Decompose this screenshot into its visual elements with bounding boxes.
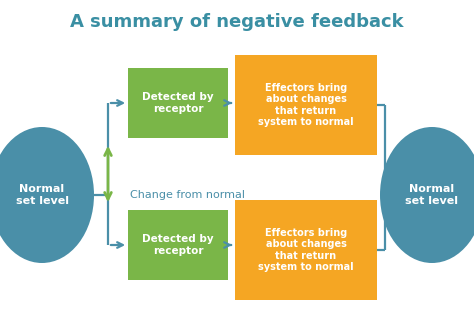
Ellipse shape	[380, 127, 474, 263]
Text: Change from normal: Change from normal	[130, 190, 245, 200]
Ellipse shape	[0, 127, 94, 263]
Text: Normal
set level: Normal set level	[16, 184, 69, 206]
Text: Normal
set level: Normal set level	[405, 184, 458, 206]
FancyBboxPatch shape	[235, 200, 377, 300]
FancyBboxPatch shape	[128, 68, 228, 138]
Text: Effectors bring
about changes
that return
system to normal: Effectors bring about changes that retur…	[258, 228, 354, 272]
Text: Detected by
receptor: Detected by receptor	[142, 92, 214, 114]
Text: Detected by
receptor: Detected by receptor	[142, 234, 214, 256]
FancyBboxPatch shape	[235, 55, 377, 155]
FancyBboxPatch shape	[128, 210, 228, 280]
Text: A summary of negative feedback: A summary of negative feedback	[70, 13, 404, 31]
Text: Effectors bring
about changes
that return
system to normal: Effectors bring about changes that retur…	[258, 83, 354, 127]
